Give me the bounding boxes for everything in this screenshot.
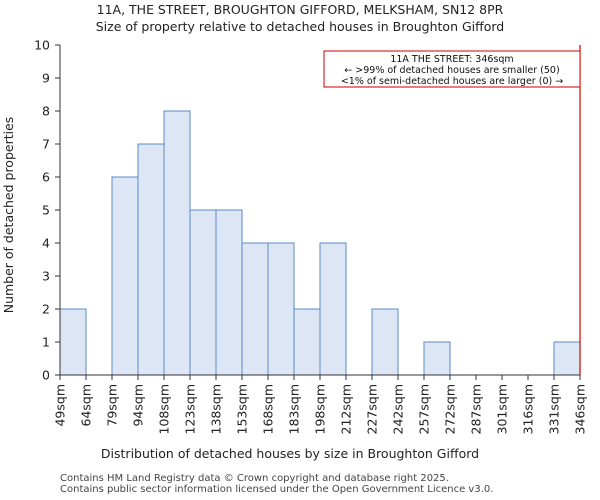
x-tick-label: 198sqm: [313, 384, 328, 434]
x-axis-ticks: 49sqm 64sqm 79sqm 94sqm 108sqm 123sqm 138sqm 15…: [53, 375, 588, 434]
bar-257sqm: [423, 341, 451, 376]
y-tick-label: 5: [42, 203, 50, 218]
bar-227sqm: [371, 308, 399, 376]
x-tick-label: 331sqm: [547, 384, 562, 434]
x-tick-label: 212sqm: [339, 384, 354, 434]
bars: [59, 110, 581, 376]
y-tick-label: 8: [42, 104, 50, 119]
footer-line1: Contains HM Land Registry data © Crown c…: [60, 473, 449, 484]
x-tick-label: 242sqm: [391, 384, 406, 434]
bar-198sqm: [319, 242, 347, 376]
bar-79sqm: [111, 176, 139, 376]
y-tick-label: 10: [34, 38, 50, 53]
y-tick-label: 4: [42, 236, 50, 251]
bar-123sqm: [189, 209, 217, 376]
x-tick-label: 272sqm: [443, 384, 458, 434]
y-tick-label: 2: [42, 302, 50, 317]
x-tick-label: 257sqm: [417, 384, 432, 434]
x-tick-label: 108sqm: [157, 384, 172, 434]
y-tick-label: 3: [42, 269, 50, 284]
x-tick-label: 138sqm: [209, 384, 224, 434]
bar-331sqm: [553, 341, 581, 376]
x-tick-label: 79sqm: [105, 384, 120, 427]
x-tick-label: 153sqm: [235, 384, 250, 434]
y-axis-ticks: 0 1 2 3 4 5 6 7 8 9 10: [34, 38, 60, 383]
x-tick-label: 123sqm: [183, 384, 198, 434]
y-tick-label: 1: [42, 335, 50, 350]
x-tick-label: 287sqm: [469, 384, 484, 434]
annotation-line3: <1% of semi-detached houses are larger (…: [341, 76, 563, 87]
x-tick-label: 64sqm: [79, 384, 94, 427]
x-tick-label: 94sqm: [131, 384, 146, 427]
annotation-box: [323, 50, 581, 88]
bar-94sqm: [137, 143, 165, 376]
x-tick-label: 346sqm: [573, 384, 588, 434]
footer-line2: Contains public sector information licen…: [60, 484, 494, 495]
x-tick-label: 316sqm: [521, 384, 536, 434]
bar-183sqm: [293, 308, 321, 376]
x-tick-label: 168sqm: [261, 384, 276, 434]
x-tick-label: 227sqm: [365, 384, 380, 434]
y-axis-label: Number of detached properties: [1, 117, 16, 314]
bar-49sqm: [59, 308, 87, 376]
x-tick-label: 183sqm: [287, 384, 302, 434]
x-tick-label: 301sqm: [495, 384, 510, 434]
annotation-line1: 11A THE STREET: 346sqm: [390, 54, 513, 65]
annotation-line2: ← >99% of detached houses are smaller (5…: [344, 65, 559, 76]
bar-168sqm: [267, 242, 295, 376]
bar-153sqm: [241, 242, 269, 376]
y-tick-label: 0: [42, 368, 50, 383]
bar-108sqm: [163, 110, 191, 376]
chart-title-line1: 11A, THE STREET, BROUGHTON GIFFORD, MELK…: [97, 2, 504, 17]
y-tick-label: 7: [42, 137, 50, 152]
y-tick-label: 6: [42, 170, 50, 185]
x-axis-label: Distribution of detached houses by size …: [101, 446, 479, 461]
y-tick-label: 9: [42, 71, 50, 86]
x-tick-label: 49sqm: [53, 384, 68, 427]
chart-title-line2: Size of property relative to detached ho…: [96, 19, 505, 34]
bar-138sqm: [215, 209, 243, 376]
